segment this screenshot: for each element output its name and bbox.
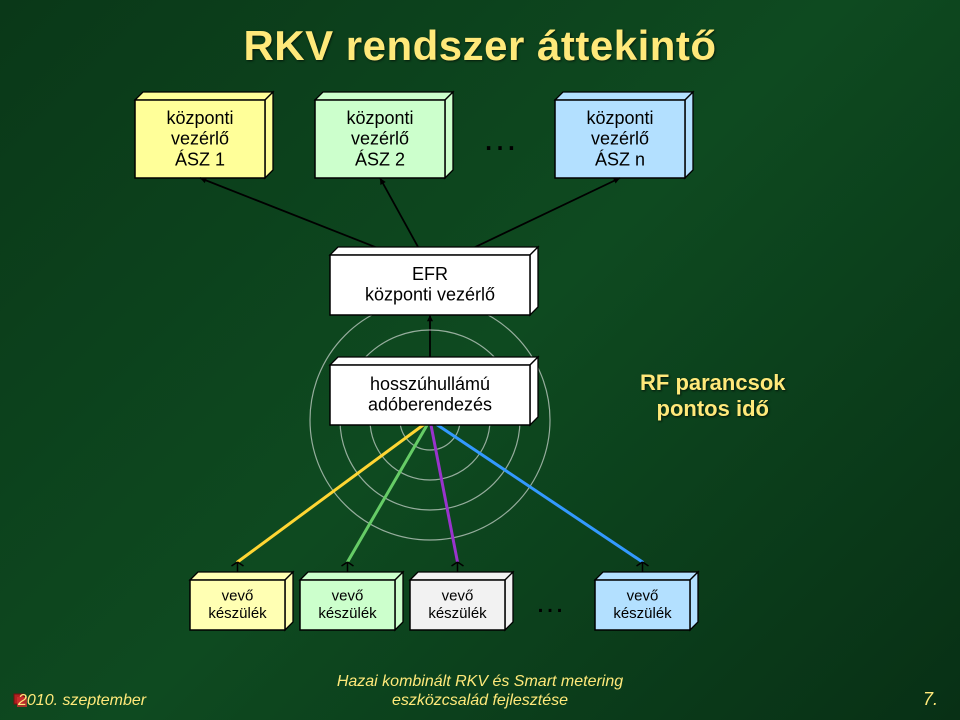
svg-text:központi: központi [586, 108, 653, 128]
tx-box: hosszúhullámúadóberendezés [330, 357, 538, 425]
svg-text:ÁSZ n: ÁSZ n [595, 149, 645, 169]
efr-box: EFRközponti vezérlő [330, 247, 538, 315]
svg-text:hosszúhullámú: hosszúhullámú [370, 374, 490, 394]
svg-text:ÁSZ 2: ÁSZ 2 [355, 149, 405, 169]
svg-text:EFR: EFR [412, 264, 448, 284]
svg-text:vevő: vevő [332, 588, 364, 605]
svg-text:készülék: készülék [613, 605, 672, 622]
top-box-0: központivezérlőÁSZ 1 [135, 92, 273, 178]
svg-text:készülék: készülék [428, 605, 487, 622]
svg-text:vevő: vevő [222, 588, 254, 605]
svg-text:központi: központi [166, 108, 233, 128]
svg-text:vezérlő: vezérlő [591, 129, 649, 149]
side-label: RF parancsok pontos idő [640, 370, 786, 422]
footer-subtitle: Hazai kombinált RKV és Smart meteringesz… [0, 672, 960, 710]
svg-text:vevő: vevő [627, 588, 659, 605]
bottom-ellipsis: … [535, 586, 565, 619]
svg-text:készülék: készülék [318, 605, 377, 622]
footer-page: 7. [923, 689, 938, 710]
side-label-line1: RF parancsok [640, 370, 786, 396]
svg-text:adóberendezés: adóberendezés [368, 395, 492, 415]
svg-text:vezérlő: vezérlő [351, 129, 409, 149]
svg-text:készülék: készülék [208, 605, 267, 622]
svg-text:központi vezérlő: központi vezérlő [365, 285, 495, 305]
bottom-box-2: vevőkészülék [410, 572, 513, 630]
svg-text:központi: központi [346, 108, 413, 128]
bottom-box-3: vevőkészülék [595, 572, 698, 630]
top-ellipsis: … [482, 117, 518, 158]
bottom-box-0: vevőkészülék [190, 572, 293, 630]
diagram-canvas: központivezérlőÁSZ 1központivezérlőÁSZ 2… [0, 0, 960, 720]
svg-text:ÁSZ 1: ÁSZ 1 [175, 149, 225, 169]
side-label-line2: pontos idő [640, 396, 786, 422]
top-box-2: központivezérlőÁSZ n [555, 92, 693, 178]
svg-text:vevő: vevő [442, 588, 474, 605]
top-box-1: központivezérlőÁSZ 2 [315, 92, 453, 178]
bottom-box-1: vevőkészülék [300, 572, 403, 630]
page-title: RKV rendszer áttekintő [0, 22, 960, 70]
svg-text:vezérlő: vezérlő [171, 129, 229, 149]
